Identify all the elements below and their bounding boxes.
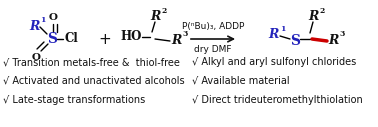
Text: 1: 1 bbox=[280, 25, 286, 33]
Text: dry DMF: dry DMF bbox=[194, 45, 232, 54]
Text: R: R bbox=[29, 20, 39, 33]
Text: +: + bbox=[99, 31, 112, 46]
Text: 3: 3 bbox=[339, 30, 345, 38]
Text: O: O bbox=[48, 12, 57, 21]
Text: 1: 1 bbox=[40, 16, 46, 24]
Text: 2: 2 bbox=[161, 7, 167, 15]
Text: √ Activated and unactivated alcohols: √ Activated and unactivated alcohols bbox=[3, 76, 184, 86]
Text: R: R bbox=[308, 11, 318, 23]
Text: R: R bbox=[328, 35, 338, 47]
Text: R: R bbox=[150, 11, 160, 23]
Text: 3: 3 bbox=[182, 30, 188, 38]
Text: 2: 2 bbox=[319, 7, 325, 15]
FancyArrowPatch shape bbox=[191, 36, 233, 42]
Text: HO: HO bbox=[120, 30, 142, 44]
Text: R: R bbox=[268, 28, 278, 42]
Text: O: O bbox=[31, 52, 40, 61]
Text: S: S bbox=[47, 32, 57, 46]
Text: R: R bbox=[171, 35, 181, 47]
Text: √ Direct trideuteromethylthiolation: √ Direct trideuteromethylthiolation bbox=[192, 95, 363, 105]
Text: √ Alkyl and aryl sulfonyl chlorides: √ Alkyl and aryl sulfonyl chlorides bbox=[192, 57, 356, 67]
Text: √ Transition metals-free &  thiol-free: √ Transition metals-free & thiol-free bbox=[3, 57, 180, 67]
Text: √ Available material: √ Available material bbox=[192, 76, 290, 86]
Text: √ Late-stage transformations: √ Late-stage transformations bbox=[3, 95, 145, 105]
Text: Cl: Cl bbox=[64, 33, 78, 45]
Text: P(ⁿBu)₃, ADDP: P(ⁿBu)₃, ADDP bbox=[182, 21, 244, 30]
Text: S: S bbox=[290, 34, 300, 48]
